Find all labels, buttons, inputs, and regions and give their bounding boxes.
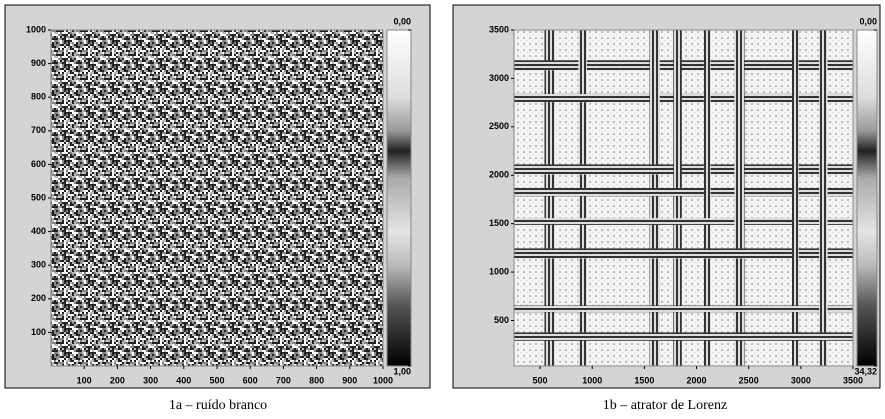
colorbar-label: 34,32 (854, 366, 877, 376)
x-tick-label: 1500 (634, 375, 654, 385)
y-tick-label: 200 (31, 293, 46, 303)
x-tick-label: 100 (77, 375, 92, 385)
y-tick-label: 1000 (26, 24, 46, 34)
y-tick-label: 800 (31, 92, 46, 102)
y-tick-label: 900 (31, 58, 46, 68)
x-tick-label: 900 (342, 375, 357, 385)
heatmap-image (514, 30, 853, 366)
band (514, 60, 853, 71)
band (514, 93, 853, 103)
band (673, 30, 682, 366)
heatmap-image (51, 30, 383, 366)
plot-frame (513, 29, 854, 367)
colorbar-label: 0,00 (393, 16, 411, 26)
band (514, 187, 853, 197)
y-tick-label: 2500 (489, 121, 509, 131)
x-tick-label: 500 (533, 375, 548, 385)
colorbar (386, 29, 412, 367)
band (734, 30, 745, 366)
y-tick-label: 3500 (489, 24, 509, 34)
band (791, 30, 799, 366)
x-tick-label: 700 (276, 375, 291, 385)
x-tick-label: 500 (209, 375, 224, 385)
x-tick-label: 1000 (373, 375, 393, 385)
band (514, 305, 853, 313)
y-tick-label: 1000 (489, 266, 509, 276)
x-tick-label: 300 (143, 375, 158, 385)
band (703, 30, 711, 366)
band (514, 164, 853, 175)
x-tick-label: 200 (110, 375, 125, 385)
band (514, 332, 853, 341)
band (819, 30, 828, 366)
band (514, 218, 853, 225)
x-tick-label: 1000 (582, 375, 602, 385)
y-tick-label: 700 (31, 125, 46, 135)
caption: 1b – atrator de Lorenz (603, 398, 727, 413)
colorbar (856, 29, 878, 367)
band (649, 30, 660, 366)
x-tick-label: 3500 (843, 375, 863, 385)
x-tick-label: 2500 (739, 375, 759, 385)
y-tick-label: 2000 (489, 170, 509, 180)
band (544, 30, 555, 366)
y-tick-label: 300 (31, 260, 46, 270)
x-tick-label: 400 (176, 375, 191, 385)
x-tick-label: 600 (243, 375, 258, 385)
y-tick-label: 600 (31, 159, 46, 169)
y-tick-label: 500 (494, 315, 509, 325)
x-tick-label: 2000 (687, 375, 707, 385)
x-tick-label: 3000 (791, 375, 811, 385)
y-tick-label: 100 (31, 327, 46, 337)
caption: 1a – ruído branco (169, 398, 267, 413)
band (578, 30, 587, 366)
x-tick-label: 800 (309, 375, 324, 385)
colorbar-label: 1,00 (393, 366, 411, 376)
y-tick-label: 500 (31, 192, 46, 202)
band (514, 248, 853, 259)
y-tick-label: 400 (31, 226, 46, 236)
y-tick-label: 3000 (489, 73, 509, 83)
colorbar-label: 0,00 (859, 16, 877, 26)
y-tick-label: 1500 (489, 218, 509, 228)
